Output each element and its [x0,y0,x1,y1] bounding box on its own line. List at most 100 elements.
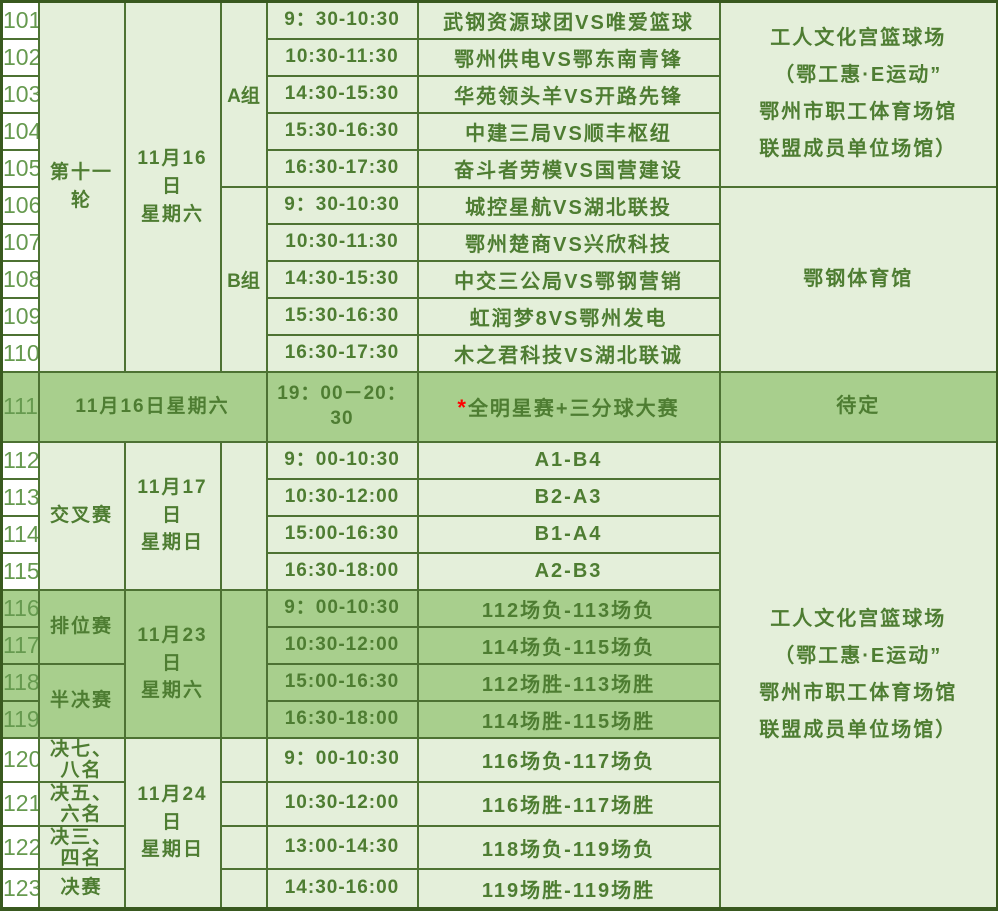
group-a-cell: A组 [219,0,268,188]
table-row: 105 16:30-17:30 奋斗者劳模VS国营建设 [0,148,998,188]
time-cell: 15:00-16:30 [265,662,419,702]
time-cell: 9：30-10:30 [265,185,419,225]
game-number: 123 [0,867,40,910]
table-row: 106 B组 9：30-10:30 城控星航VS湖北联投 鄂钢体育馆 [0,185,998,373]
allstar-matchup-cell: *全明星赛+三分球大赛 [416,370,721,443]
game-number: 105 [0,148,40,188]
table-row: 115 16:30-18:00 A2-B3 [0,551,998,591]
matchup-cell: 116场负-117场负 [416,736,721,783]
time-cell: 14:30-15:30 [265,74,419,114]
game-number: 115 [0,551,40,591]
time-cell: 14:30-15:30 [265,259,419,299]
game-number: 120 [0,736,40,783]
table-row: 102 10:30-11:30 鄂州供电VS鄂东南青锋 [0,37,998,77]
date-cell: 11月17日 星期日 [123,440,222,591]
time-cell: 19：00－20： 30 [265,370,419,443]
matchup-cell: 鄂州供电VS鄂东南青锋 [416,37,721,77]
venue-cell: 工人文化宫篮球场 （鄂工惠·E运动” 鄂州市职工体育场馆 联盟成员单位场馆） [718,0,998,188]
game-number: 116 [0,588,40,628]
matchup-cell: 116场胜-117场胜 [416,780,721,827]
time-cell: 10:30-12:00 [265,625,419,665]
game-number: 112 [0,440,40,480]
round-label: 决五、 六名 [49,782,113,825]
matchup-cell: 木之君科技VS湖北联诚 [416,333,721,373]
venue-cell: 鄂钢体育馆 [718,185,998,373]
game-number: 119 [0,699,40,739]
matchup-cell: 奋斗者劳模VS国营建设 [416,148,721,188]
allstar-title: 全明星赛+三分球大赛 [467,398,680,420]
game-number: 122 [0,824,40,870]
matchup-cell: 虹润梦8VS鄂州发电 [416,296,721,336]
group-cell-empty [219,440,268,591]
game-number: 106 [0,185,40,225]
time-cell: 15:30-16:30 [265,111,419,151]
time-cell: 16:30-18:00 [265,551,419,591]
time-cell: 10:30-12:00 [265,780,419,827]
time-cell: 16:30-18:00 [265,699,419,739]
matchup-cell: 112场负-113场负 [416,588,721,628]
group-cell-empty [219,867,268,910]
matchup-cell: A2-B3 [416,551,721,591]
matchup-cell: B2-A3 [416,477,721,517]
time-cell: 13:00-14:30 [265,824,419,870]
table-row: 117 10:30-12:00 114场负-115场负 [0,625,998,665]
round-label-clipped: 决三、 四名 [49,826,113,867]
round-name-cell: 决七、 八名 [37,736,126,783]
table-row: 103 14:30-15:30 华苑领头羊VS开路先锋 [0,74,998,114]
game-number: 121 [0,780,40,827]
time-cell: 9：00-10:30 [265,440,419,480]
game-number: 108 [0,259,40,299]
time-cell: 10:30-11:30 [265,37,419,77]
group-cell-empty [219,736,268,783]
time-cell: 14:30-16:00 [265,867,419,910]
table-row: 113 10:30-12:00 B2-A3 [0,477,998,517]
venue-cell: 工人文化宫篮球场 （鄂工惠·E运动” 鄂州市职工体育场馆 联盟成员单位场馆） [718,440,998,910]
game-number: 118 [0,662,40,702]
matchup-cell: 114场负-115场负 [416,625,721,665]
table-row: 108 14:30-15:30 中交三公局VS鄂钢营销 [0,259,998,299]
time-cell: 9：00-10:30 [265,588,419,628]
group-cell-empty [219,824,268,870]
game-number: 101 [0,0,40,40]
date-cell: 11月16日 星期六 [123,0,222,373]
time-cell: 15:30-16:30 [265,296,419,336]
matchup-cell: 114场胜-115场胜 [416,699,721,739]
group-cell-empty [219,588,268,739]
group-cell-empty [219,780,268,827]
table-row: 114 15:00-16:30 B1-A4 [0,514,998,554]
game-number: 103 [0,74,40,114]
game-number: 110 [0,333,40,373]
table-row: 116 排位赛 11月23日 星期六 9：00-10:30 112场负-113场… [0,588,998,739]
game-number: 117 [0,625,40,665]
round-name-cell: 决五、 六名 [37,780,126,827]
table-row: 119 16:30-18:00 114场胜-115场胜 [0,699,998,739]
matchup-cell: 119场胜-119场胜 [416,867,721,910]
matchup-cell: A1-B4 [416,440,721,480]
table-row: 118 半决赛 15:00-16:30 112场胜-113场胜 [0,662,998,739]
time-cell: 9：00-10:30 [265,736,419,783]
game-number: 104 [0,111,40,151]
date-cell: 11月24日 星期日 [123,736,222,910]
time-cell: 10:30-11:30 [265,222,419,262]
round-name-cell: 决三、 四名 [37,824,126,870]
game-number: 109 [0,296,40,336]
time-cell: 15:00-16:30 [265,514,419,554]
time-cell: 16:30-17:30 [265,148,419,188]
matchup-cell: 华苑领头羊VS开路先锋 [416,74,721,114]
game-number: 111 [0,370,40,443]
table-row: 107 10:30-11:30 鄂州楚商VS兴欣科技 [0,222,998,262]
round-name-cell: 交叉赛 [37,440,126,591]
group-b-cell: B组 [219,185,268,373]
round-name-cell: 第十一 轮 [37,0,126,373]
venue-cell: 待定 [718,370,998,443]
matchup-cell: 中建三局VS顺丰枢纽 [416,111,721,151]
table-row: 109 15:30-16:30 虹润梦8VS鄂州发电 [0,296,998,336]
round-name-cell: 半决赛 [37,662,126,739]
game-number: 114 [0,514,40,554]
table-row: 110 16:30-17:30 木之君科技VS湖北联诚 [0,333,998,373]
matchup-cell: B1-A4 [416,514,721,554]
time-cell: 16:30-17:30 [265,333,419,373]
game-number: 102 [0,37,40,77]
game-number: 107 [0,222,40,262]
